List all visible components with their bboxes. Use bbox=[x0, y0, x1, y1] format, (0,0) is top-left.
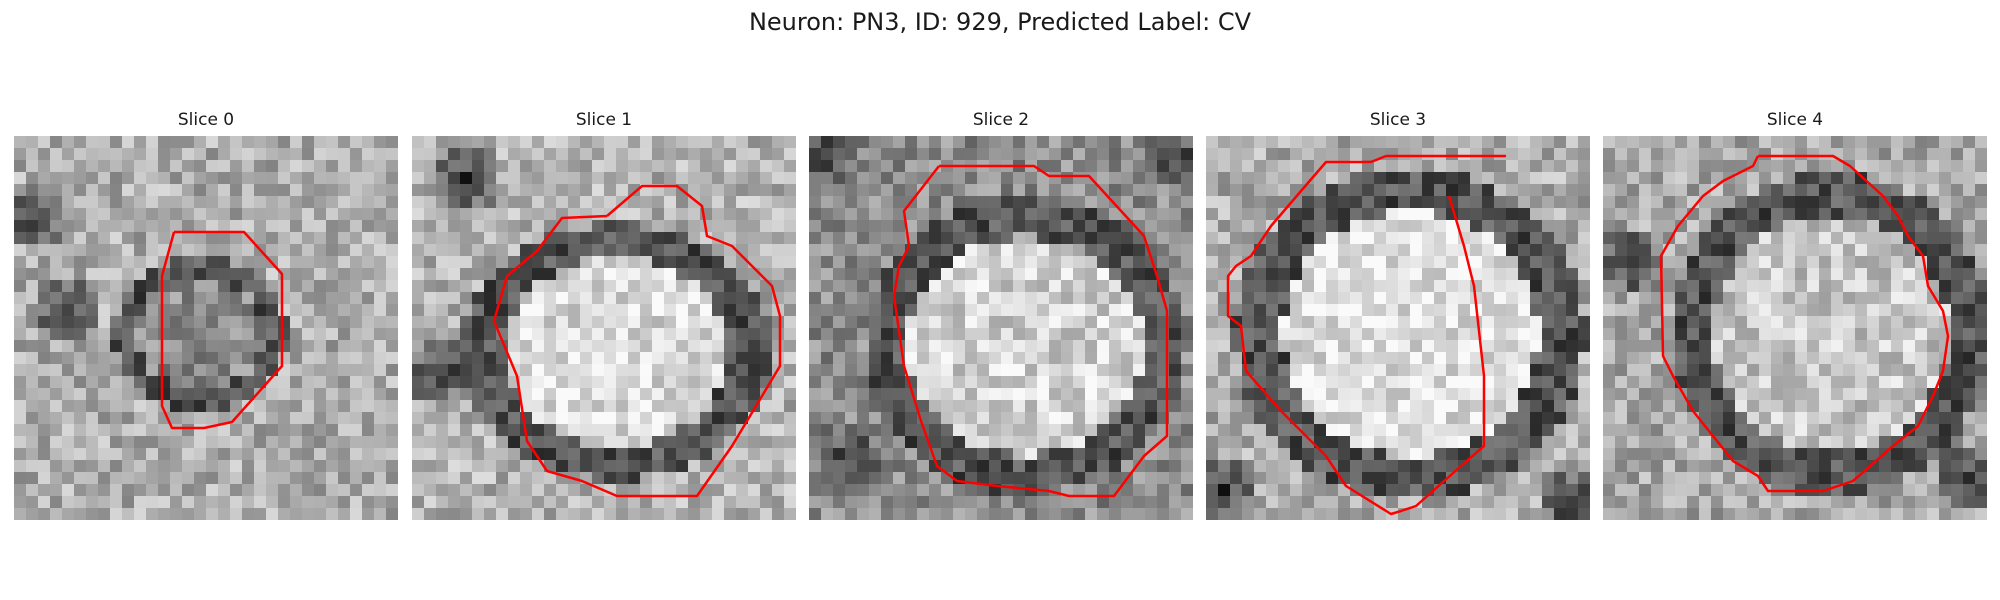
slice-panel-3: Slice 3 bbox=[1206, 108, 1590, 520]
slice-image-0 bbox=[14, 136, 398, 520]
slice-image-4 bbox=[1603, 136, 1987, 520]
figure-title: Neuron: PN3, ID: 929, Predicted Label: C… bbox=[748, 8, 1252, 36]
segmentation-outline bbox=[1226, 154, 1506, 516]
slice-panel-4: Slice 4 bbox=[1603, 108, 1987, 520]
slice-image-1 bbox=[412, 136, 796, 520]
slice-panel-0: Slice 0 bbox=[14, 108, 398, 520]
slice-panel-2: Slice 2 bbox=[809, 108, 1193, 520]
slice-panel-1: Slice 1 bbox=[412, 108, 796, 520]
segmentation-outline bbox=[492, 184, 782, 498]
slice-title-0: Slice 0 bbox=[177, 110, 235, 130]
slice-title-4: Slice 4 bbox=[1766, 110, 1824, 130]
segmentation-outline bbox=[1659, 154, 1950, 493]
segmentation-outline bbox=[160, 230, 284, 430]
slice-title-1: Slice 1 bbox=[575, 110, 633, 130]
slice-image-2 bbox=[809, 136, 1193, 520]
slice-title-3: Slice 3 bbox=[1369, 110, 1427, 130]
slice-image-3 bbox=[1206, 136, 1590, 520]
segmentation-outline bbox=[892, 164, 1169, 498]
slice-title-2: Slice 2 bbox=[972, 110, 1030, 130]
